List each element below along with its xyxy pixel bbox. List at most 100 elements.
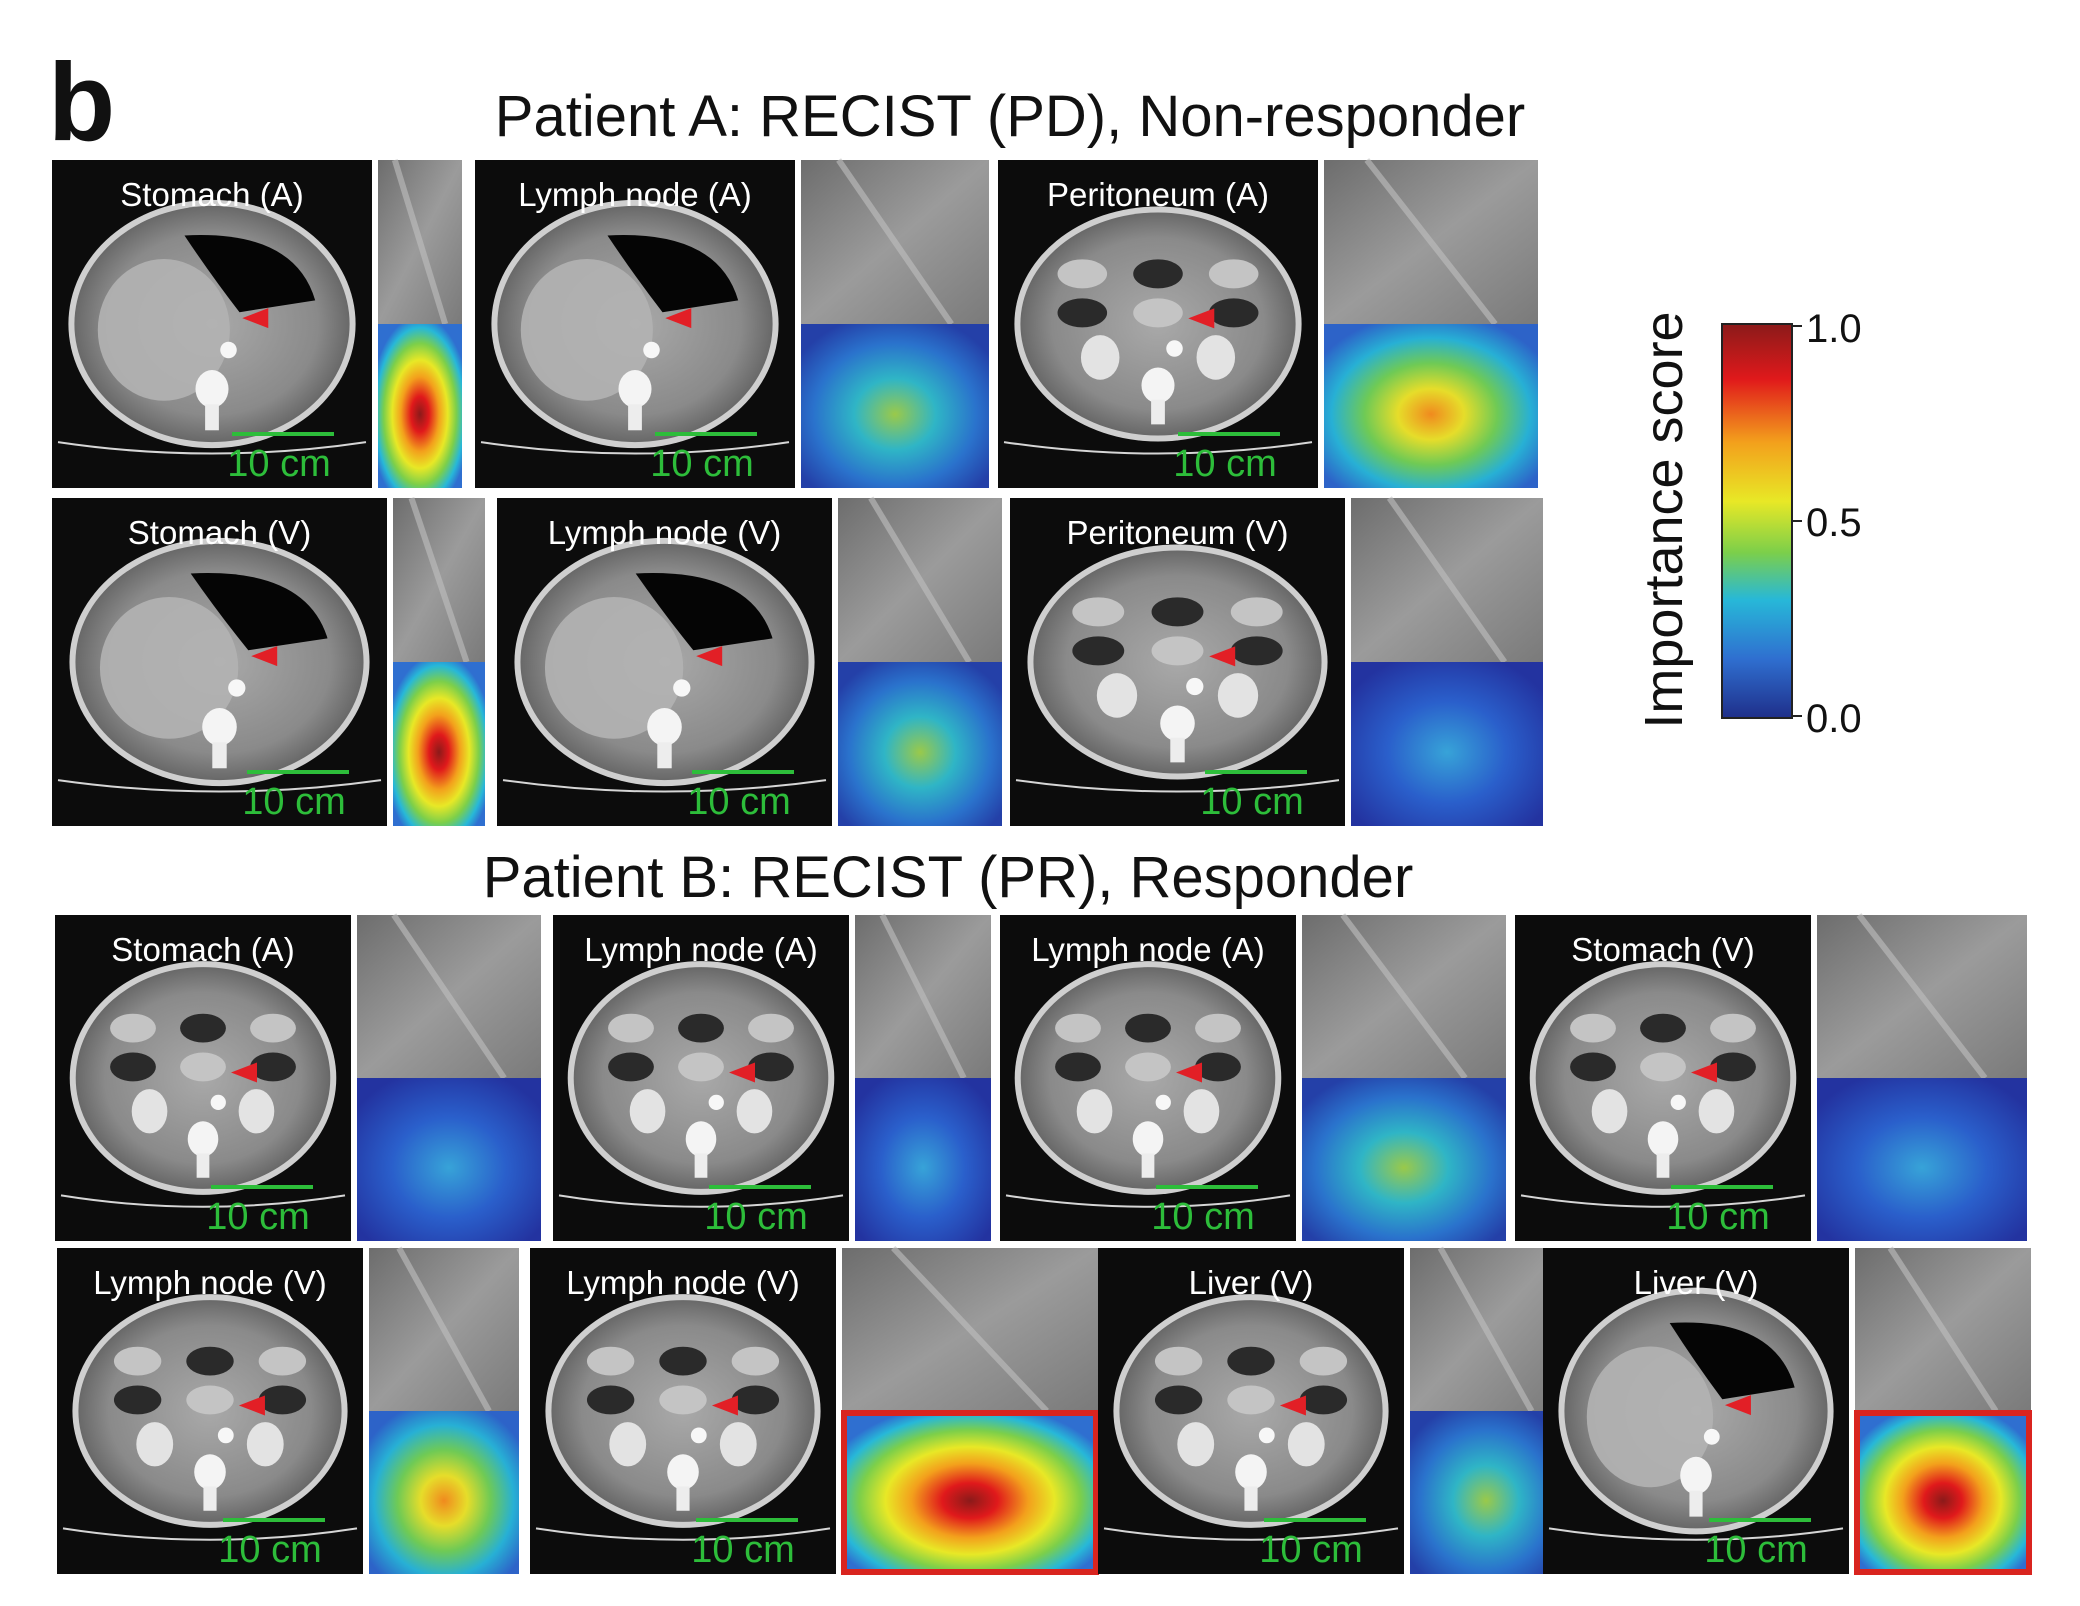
highlight-box	[841, 1410, 1099, 1575]
kidney-left	[131, 1089, 168, 1134]
bowel-loop	[1125, 1013, 1171, 1043]
bowel-loop	[1299, 1385, 1348, 1415]
spinous-process	[1244, 1486, 1258, 1511]
bowel-loop	[1154, 1385, 1203, 1415]
scale-bar-label: 10 cm	[704, 1196, 807, 1238]
panel-label: Lymph node (A)	[1031, 931, 1265, 968]
ct-panel: Stomach (A) 10 cm	[52, 159, 462, 488]
bowel-loop	[608, 1052, 654, 1082]
red-arrow-icon	[1279, 1395, 1306, 1416]
ct-panel: Lymph node (V) 10 cm	[530, 1245, 1099, 1575]
spinous-process	[203, 1486, 217, 1511]
scanner-table-line	[57, 779, 382, 793]
ct-panel: Liver (V) 10 cm	[1098, 1246, 1562, 1574]
colorbar-tick-low: 0.0	[1806, 697, 1862, 741]
bowel-loop	[250, 1052, 296, 1082]
kidney-right	[1698, 1089, 1735, 1134]
liver-region	[99, 597, 239, 739]
spinous-process	[1656, 1153, 1670, 1178]
bowel-loop	[1133, 298, 1183, 328]
scanner-table-line	[62, 1527, 358, 1541]
spinous-process	[676, 1486, 690, 1511]
ct-panel: Lymph node (V) 10 cm	[57, 1246, 519, 1574]
ct-panel: Peritoneum (V) 10 cm	[1010, 496, 1543, 826]
kidney-right	[719, 1422, 757, 1467]
bowel-loop	[1640, 1052, 1686, 1082]
bowel-loop	[1710, 1013, 1756, 1043]
ct-panel: Stomach (V) 10 cm	[52, 497, 485, 826]
bowel-loop	[748, 1013, 794, 1043]
spinous-process	[657, 742, 672, 769]
colorbar-gradient	[1721, 323, 1793, 719]
aorta	[228, 679, 246, 697]
scanner-table-line	[1015, 779, 1340, 793]
red-arrow-icon	[242, 308, 269, 329]
importance-heatmap	[357, 1078, 541, 1241]
lesion-crop-structure	[1887, 1246, 1999, 1413]
vertebra	[1680, 1456, 1712, 1495]
panel-label: Lymph node (A)	[518, 176, 752, 213]
panel-label: Stomach (V)	[128, 514, 311, 551]
lesion-crop-structure	[879, 913, 967, 1080]
importance-heatmap	[1817, 1078, 2027, 1241]
bowel-loop	[1227, 1346, 1275, 1376]
bowel-loop	[1151, 636, 1204, 666]
spinous-process	[1170, 737, 1185, 763]
spinous-process	[694, 1153, 708, 1178]
kidney-right	[246, 1422, 284, 1467]
bowel-loop	[1072, 597, 1125, 627]
spinous-process	[212, 742, 227, 769]
bowel-loop	[748, 1052, 794, 1082]
scale-bar-label: 10 cm	[1200, 781, 1303, 823]
scanner-table-line	[480, 441, 790, 455]
kidney-right	[736, 1089, 773, 1134]
vertebra	[187, 1121, 219, 1157]
bowel-loop	[1055, 1013, 1101, 1043]
panel-label: Liver (V)	[1189, 1264, 1314, 1301]
bowel-loop	[1710, 1052, 1756, 1082]
lesion-crop-structure	[1386, 496, 1508, 664]
vertebra	[1132, 1121, 1164, 1157]
highlight-box	[1854, 1410, 2032, 1575]
vertebra	[1235, 1454, 1267, 1490]
bowel-loop	[731, 1346, 780, 1376]
panel-label: Lymph node (V)	[93, 1264, 327, 1301]
liver-region	[520, 259, 653, 401]
bowel-loop	[180, 1013, 226, 1043]
lesion-crop-structure	[1340, 913, 1468, 1080]
bowel-loop	[110, 1052, 156, 1082]
kidney-right	[238, 1089, 275, 1134]
importance-heatmap	[842, 1411, 1098, 1574]
colorbar-tick-mid: 0.5	[1806, 501, 1862, 545]
aorta	[708, 1094, 724, 1111]
kidney-left	[1177, 1422, 1215, 1467]
bowel-loop	[186, 1346, 234, 1376]
liver-region	[544, 597, 684, 739]
scanner-table-line	[502, 779, 827, 793]
kidney-left	[136, 1422, 174, 1467]
aorta	[210, 1094, 226, 1111]
importance-heatmap	[369, 1411, 519, 1574]
scale-bar-label: 10 cm	[1666, 1196, 1769, 1238]
liver-region	[97, 259, 230, 401]
scale-bar-label: 10 cm	[1173, 443, 1276, 485]
importance-heatmap	[1302, 1078, 1506, 1241]
colorbar-tick-high: 1.0	[1806, 307, 1862, 351]
vertebra	[202, 708, 237, 746]
bowel-loop	[1299, 1346, 1348, 1376]
red-arrow-icon	[1691, 1062, 1718, 1083]
ct-panel: Liver (V) 10 cm	[1543, 1246, 2032, 1575]
vertebra	[1647, 1121, 1679, 1157]
bowel-loop	[1195, 1052, 1241, 1082]
vertebra	[1160, 705, 1195, 742]
bowel-loop	[1208, 259, 1259, 289]
bowel-loop	[1151, 597, 1204, 627]
vertebra	[685, 1121, 717, 1157]
kidney-left	[1096, 673, 1138, 718]
scale-bar-label: 10 cm	[650, 443, 753, 485]
red-arrow-icon	[231, 1062, 258, 1083]
scale-bar-label: 10 cm	[1151, 1196, 1254, 1238]
lesion-crop-structure	[1364, 158, 1498, 326]
lesion-crop-structure	[1856, 913, 1988, 1080]
bowel-loop	[1133, 259, 1183, 289]
